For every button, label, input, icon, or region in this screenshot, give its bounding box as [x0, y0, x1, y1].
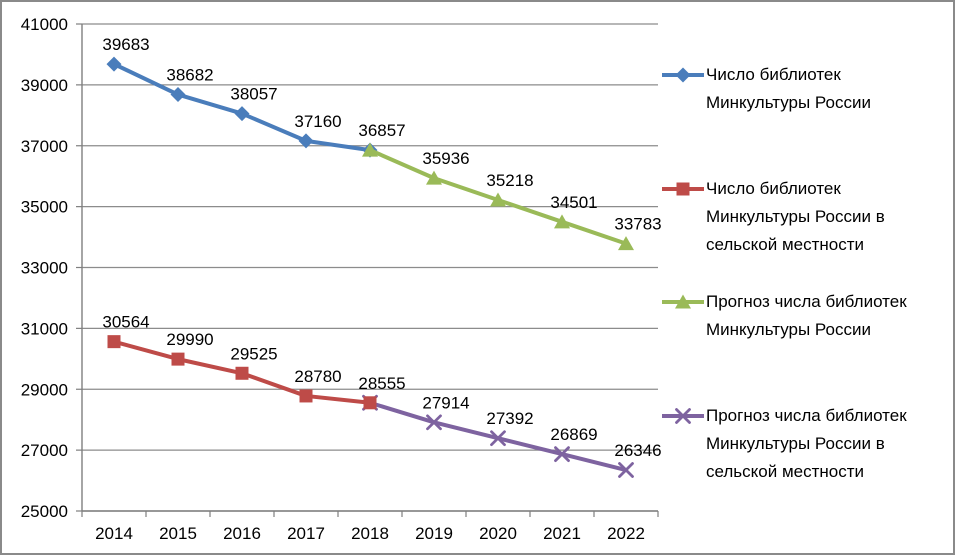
- marker-triangle-icon: [426, 170, 442, 185]
- data-label: 35936: [422, 149, 469, 168]
- x-tick-label: 2019: [415, 524, 453, 543]
- marker-triangle-icon: [490, 192, 506, 207]
- data-label: 28555: [358, 374, 405, 393]
- x-tick-label: 2017: [287, 524, 325, 543]
- y-tick-label: 29000: [21, 380, 68, 399]
- marker-triangle-icon: [554, 214, 570, 229]
- marker-x-icon: [490, 430, 506, 447]
- marker-diamond-icon: [170, 87, 186, 103]
- marker-diamond-icon: [234, 106, 250, 122]
- data-label: 29525: [230, 344, 277, 363]
- y-tick-label: 25000: [21, 502, 68, 521]
- y-tick-label: 37000: [21, 137, 68, 156]
- marker-square-icon: [107, 335, 121, 349]
- x-tick-label: 2018: [351, 524, 389, 543]
- data-label: 30564: [102, 313, 149, 332]
- data-label: 35218: [486, 171, 533, 190]
- marker-x-icon: [618, 462, 634, 478]
- data-label: 38682: [166, 66, 213, 85]
- data-label: 27914: [422, 393, 469, 412]
- x-tick-label: 2016: [223, 524, 261, 543]
- data-label: 37160: [294, 112, 341, 131]
- data-label: 28780: [294, 367, 341, 386]
- data-label: 38057: [230, 85, 277, 104]
- y-tick-label: 33000: [21, 259, 68, 278]
- x-tick-label: 2014: [95, 524, 133, 543]
- marker-x-icon: [426, 414, 442, 431]
- data-label: 39683: [102, 35, 149, 54]
- x-tick-label: 2021: [543, 524, 581, 543]
- x-tick-label: 2020: [479, 524, 517, 543]
- marker-square-icon: [171, 352, 185, 366]
- x-tick-label: 2015: [159, 524, 197, 543]
- y-tick-label: 35000: [21, 198, 68, 217]
- marker-square-icon: [363, 396, 377, 410]
- data-label: 26869: [550, 425, 597, 444]
- marker-square-icon: [235, 366, 249, 380]
- data-label: 29990: [166, 330, 213, 349]
- marker-square-icon: [299, 389, 313, 403]
- marker-x-icon: [554, 446, 570, 463]
- x-tick-label: 2022: [607, 524, 645, 543]
- data-label: 33783: [614, 215, 661, 234]
- data-label: 27392: [486, 409, 533, 428]
- marker-triangle-icon: [362, 142, 378, 157]
- data-label: 34501: [550, 193, 597, 212]
- marker-triangle-icon: [618, 236, 634, 251]
- marker-diamond-icon: [106, 56, 122, 72]
- y-tick-label: 31000: [21, 319, 68, 338]
- data-label: 26346: [614, 441, 661, 460]
- data-label: 36857: [358, 121, 405, 140]
- y-tick-label: 39000: [21, 76, 68, 95]
- y-tick-label: 27000: [21, 441, 68, 460]
- y-tick-label: 41000: [21, 15, 68, 34]
- marker-diamond-icon: [298, 133, 314, 149]
